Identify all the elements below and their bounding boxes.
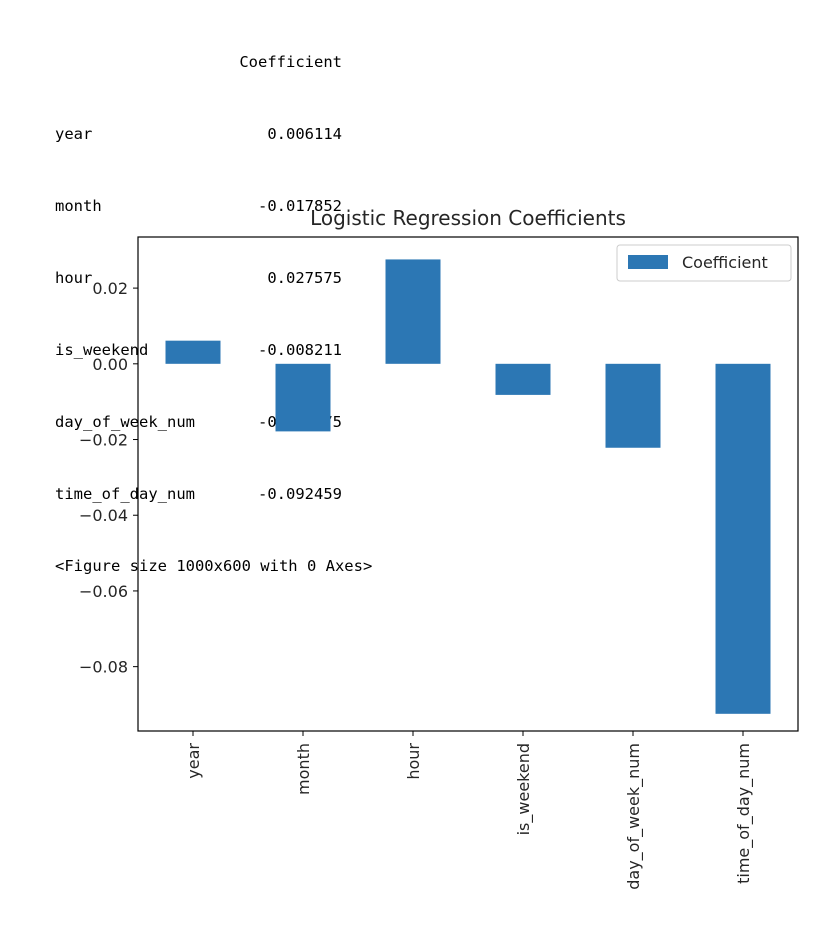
dataframe-row-label: time_of_day_num	[55, 485, 195, 503]
dataframe-column-name: Coefficient	[239, 53, 342, 71]
bar	[605, 363, 661, 448]
legend-swatch	[628, 255, 668, 269]
bar	[385, 259, 441, 364]
dataframe-row-label: day_of_week_num	[55, 413, 195, 431]
y-tick-label: −0.02	[79, 431, 128, 450]
bar	[715, 363, 771, 714]
bar	[495, 363, 551, 395]
y-tick-label: 0.02	[92, 279, 128, 298]
dataframe-row-value: 0.027575	[267, 269, 342, 287]
y-tick-label: −0.04	[79, 506, 128, 525]
dataframe-row: is_weekend -0.008211	[55, 338, 372, 362]
dataframe-row-label: hour	[55, 269, 93, 287]
x-tick-label: is_weekend	[514, 743, 534, 835]
y-tick-label: −0.08	[79, 658, 128, 677]
dataframe-row: hour 0.027575	[55, 266, 372, 290]
x-tick-label: hour	[404, 743, 423, 780]
dataframe-row-value: -0.008211	[258, 341, 342, 359]
x-tick-label: day_of_week_num	[624, 743, 644, 890]
legend-label: Coefficient	[682, 253, 768, 272]
y-tick-label: 0.00	[92, 355, 128, 374]
plot-frame	[137, 236, 799, 732]
chart-legend: Coefficient	[616, 244, 792, 282]
x-axis: year month hour is_weekend day_of_week_num ti…	[184, 731, 754, 890]
dataframe-row-value: -0.092459	[258, 485, 342, 503]
dataframe-row: time_of_day_num -0.092459	[55, 482, 372, 506]
bar	[275, 363, 331, 432]
x-tick-label: year	[184, 743, 203, 779]
y-tick-label: −0.06	[79, 582, 128, 601]
bar-chart: Logistic Regression Coefficients 0.020.0…	[79, 206, 799, 890]
dataframe-row: year 0.006114	[55, 122, 372, 146]
bar	[165, 340, 221, 364]
y-axis: 0.02 0.00 −0.02 −0.04 −0.06 −0.08	[79, 279, 138, 677]
dataframe-row-value: 0.006114	[267, 125, 342, 143]
chart-title: Logistic Regression Coefficients	[310, 206, 626, 230]
dataframe-row-label: year	[55, 125, 93, 143]
dataframe-row-label: is_weekend	[55, 341, 149, 359]
dataframe-header: Coefficient	[55, 50, 372, 74]
dataframe-row: month -0.017852	[55, 194, 372, 218]
dataframe-row-label: month	[55, 197, 102, 215]
dataframe-row-value: -0.017852	[258, 197, 342, 215]
x-tick-label: time_of_day_num	[734, 743, 754, 884]
x-tick-label: month	[294, 743, 313, 795]
figure-size-note: <Figure size 1000x600 with 0 Axes>	[55, 557, 373, 575]
bars-layer	[165, 259, 771, 714]
legend-box	[616, 244, 792, 282]
